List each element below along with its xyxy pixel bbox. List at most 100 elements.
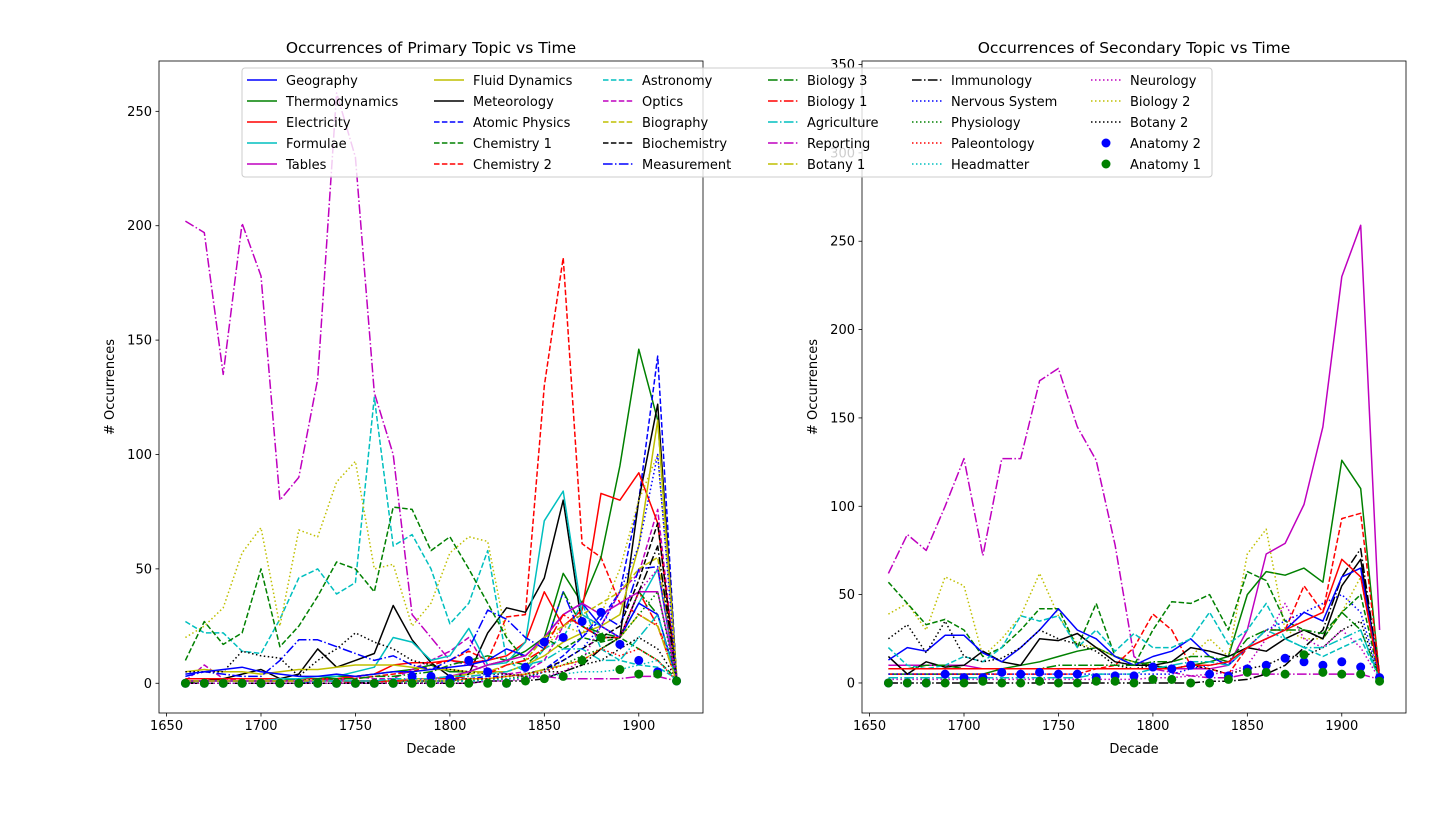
- legend-label: Formulae: [286, 137, 347, 152]
- legend-label: Tables: [285, 158, 327, 173]
- series-line-electricity: [888, 558, 1381, 678]
- legend-label: Chemistry 1: [473, 137, 552, 152]
- legend: Geography Thermodynamics Electricity Formul…: [241, 67, 1213, 178]
- data-point-anatomy-2: [940, 669, 950, 679]
- data-point-anatomy-1: [1110, 676, 1120, 686]
- data-point-anatomy-1: [615, 665, 625, 675]
- legend-box: [241, 67, 1213, 178]
- x-tick-label: 1750: [1042, 719, 1075, 734]
- legend-item-paleontology: Paleontology: [912, 137, 1035, 152]
- data-point-anatomy-1: [275, 678, 285, 688]
- series-line-measurement: [185, 565, 678, 678]
- y-tick-label: 50: [838, 588, 855, 603]
- data-point-anatomy-1: [1091, 676, 1101, 686]
- y-tick-label: 0: [847, 676, 855, 691]
- series-anatomy-1: [883, 650, 1385, 688]
- data-point-anatomy-2: [1280, 653, 1290, 663]
- legend-item-astronomy: Astronomy: [603, 74, 713, 89]
- legend-label: Headmatter: [951, 158, 1030, 173]
- x-tick-label: 1650: [853, 719, 886, 734]
- data-point-anatomy-2: [539, 637, 549, 647]
- series-line-chemistry-1: [184, 506, 678, 680]
- data-point-anatomy-2: [1016, 669, 1026, 679]
- y-tick-label: 100: [127, 448, 152, 463]
- data-point-anatomy-1: [407, 678, 417, 688]
- data-point-anatomy-2: [407, 671, 417, 681]
- data-point-anatomy-1: [1375, 676, 1385, 686]
- legend-item-biology-1: Biology 1: [768, 95, 867, 110]
- data-point-anatomy-1: [1186, 678, 1196, 688]
- legend-item-nervous-system: Nervous System: [912, 95, 1057, 110]
- data-point-anatomy-1: [1167, 674, 1177, 684]
- legend-marker: [1101, 159, 1111, 169]
- legend-item-fluid-dynamics: Fluid Dynamics: [434, 74, 573, 89]
- data-point-anatomy-1: [369, 678, 379, 688]
- legend-item-physiology: Physiology: [912, 116, 1021, 131]
- data-point-anatomy-1: [921, 678, 931, 688]
- data-point-anatomy-1: [483, 678, 493, 688]
- legend-label: Biology 3: [807, 74, 867, 89]
- data-point-anatomy-1: [653, 669, 663, 679]
- legend-item-chemistry-2: Chemistry 2: [434, 158, 552, 173]
- data-point-anatomy-1: [218, 678, 228, 688]
- data-point-anatomy-2: [577, 616, 587, 626]
- data-point-anatomy-1: [978, 676, 988, 686]
- y-tick-label: 100: [830, 500, 855, 515]
- data-point-anatomy-1: [634, 669, 644, 679]
- data-point-anatomy-1: [1035, 676, 1045, 686]
- x-tick-label: 1850: [528, 719, 561, 734]
- data-point-anatomy-1: [426, 678, 436, 688]
- data-point-anatomy-1: [1318, 667, 1328, 677]
- data-point-anatomy-2: [558, 633, 568, 643]
- data-point-anatomy-2: [1072, 669, 1082, 679]
- legend-item-neurology: Neurology: [1091, 74, 1197, 89]
- data-point-anatomy-1: [539, 674, 549, 684]
- legend-item-anatomy-1: Anatomy 1: [1101, 158, 1201, 173]
- legend-label: Biology 1: [807, 95, 867, 110]
- data-point-anatomy-1: [1053, 678, 1063, 688]
- data-point-anatomy-1: [577, 655, 587, 665]
- data-point-anatomy-2: [1129, 671, 1139, 681]
- legend-label: Biology 2: [1130, 95, 1190, 110]
- data-point-anatomy-1: [1223, 674, 1233, 684]
- data-point-anatomy-1: [350, 678, 360, 688]
- data-point-anatomy-2: [1261, 660, 1271, 670]
- data-point-anatomy-1: [180, 678, 190, 688]
- data-point-anatomy-1: [1016, 678, 1026, 688]
- data-point-anatomy-1: [997, 678, 1007, 688]
- legend-item-thermodynamics: Thermodynamics: [247, 95, 398, 110]
- legend-item-biology-3: Biology 3: [768, 74, 867, 89]
- data-point-anatomy-1: [902, 678, 912, 688]
- data-point-anatomy-1: [313, 678, 323, 688]
- data-point-anatomy-1: [959, 678, 969, 688]
- y-tick-label: 150: [127, 334, 152, 349]
- legend-item-chemistry-1: Chemistry 1: [434, 137, 552, 152]
- y-axis-label: # Occurrences: [806, 339, 821, 435]
- x-tick-label: 1750: [339, 719, 372, 734]
- data-point-anatomy-1: [672, 676, 682, 686]
- data-point-anatomy-2: [1167, 664, 1177, 674]
- data-point-anatomy-2: [1186, 660, 1196, 670]
- legend-item-reporting: Reporting: [768, 137, 870, 152]
- data-point-anatomy-1: [256, 678, 266, 688]
- data-point-anatomy-1: [1072, 678, 1082, 688]
- data-point-anatomy-2: [464, 655, 474, 665]
- legend-label: Fluid Dynamics: [473, 74, 573, 89]
- axes-frame: [158, 60, 704, 714]
- legend-label: Anatomy 2: [1130, 137, 1201, 152]
- x-tick-label: 1800: [433, 719, 466, 734]
- y-tick-label: 200: [127, 219, 152, 234]
- legend-label: Anatomy 1: [1130, 158, 1201, 173]
- chart-title: Occurrences of Secondary Topic vs Time: [978, 39, 1291, 57]
- series-line-chemistry-2: [888, 512, 1381, 675]
- data-point-anatomy-2: [634, 655, 644, 665]
- data-point-anatomy-1: [1129, 678, 1139, 688]
- series-line-electricity: [185, 472, 678, 680]
- series-line-astronomy: [185, 396, 677, 680]
- legend-item-measurement: Measurement: [603, 158, 731, 173]
- legend-label: Biochemistry: [642, 137, 727, 152]
- legend-item-headmatter: Headmatter: [912, 158, 1030, 173]
- data-point-anatomy-1: [388, 678, 398, 688]
- legend-label: Biography: [642, 116, 709, 131]
- legend-label: Reporting: [807, 137, 870, 152]
